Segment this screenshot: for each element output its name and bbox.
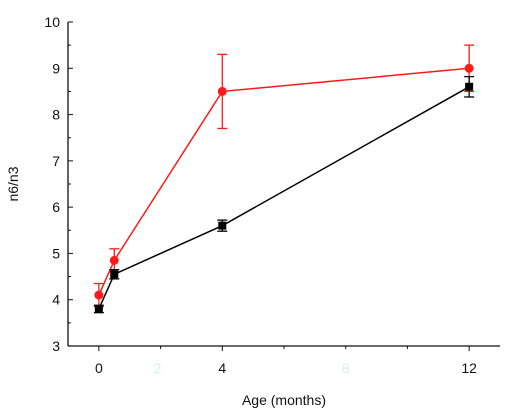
data-point — [465, 82, 474, 91]
y-tick-label: 5 — [52, 245, 60, 261]
y-tick-label: 3 — [52, 338, 60, 354]
y-tick-label: 4 — [52, 292, 60, 308]
y-tick-label: 6 — [52, 199, 60, 215]
series-red — [93, 44, 475, 308]
x-tick-label-faint: 2 — [154, 360, 162, 376]
x-tick-label: 0 — [95, 360, 103, 376]
series-black — [93, 75, 475, 314]
data-point — [94, 290, 104, 300]
x-tick-label-faint: 8 — [342, 360, 350, 376]
y-tick-label: 7 — [52, 153, 60, 169]
y-tick-label: 9 — [52, 60, 60, 76]
x-tick-label: 4 — [218, 360, 226, 376]
series-group — [93, 44, 475, 314]
data-point — [218, 221, 227, 230]
series-line — [98, 86, 470, 310]
data-point — [217, 86, 227, 96]
y-tick-label: 8 — [52, 107, 60, 123]
y-axis-label: n6/n3 — [5, 166, 21, 201]
data-point — [464, 63, 474, 73]
x-axis-label: Age (months) — [242, 392, 326, 408]
data-point — [109, 255, 119, 265]
y-tick-label: 10 — [44, 14, 60, 30]
data-point — [110, 270, 119, 279]
x-tick-label: 12 — [461, 360, 477, 376]
series-line — [98, 67, 470, 296]
axes — [67, 22, 500, 347]
data-point — [94, 304, 103, 313]
tick-group: 3 4 5 6 7 8 9 10 0 4 12 2 8 — [44, 14, 477, 376]
